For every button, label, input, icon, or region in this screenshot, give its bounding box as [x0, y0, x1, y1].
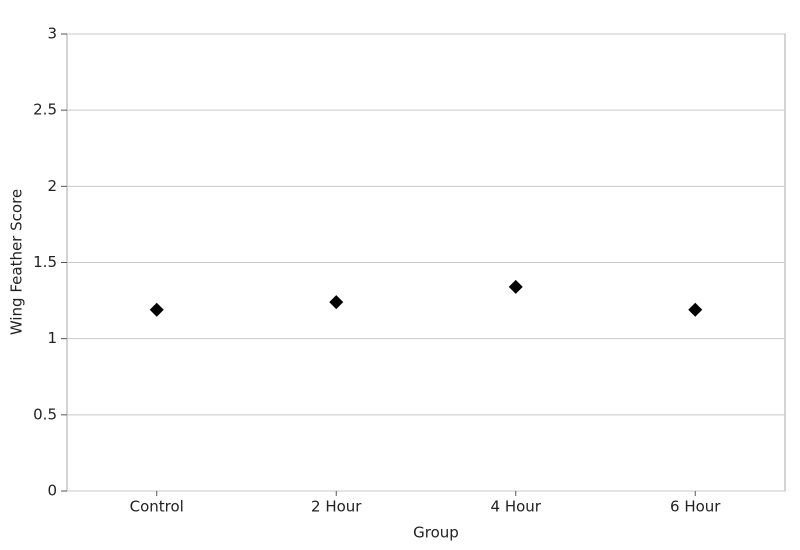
x-tick-label: 6 Hour: [670, 498, 721, 516]
y-tick-label: 1.5: [33, 253, 57, 271]
y-tick-label: 3: [47, 25, 57, 43]
point: [508, 279, 523, 294]
point: [149, 302, 164, 317]
point: [329, 295, 344, 310]
point: [688, 302, 703, 317]
y-axis-label: Wing Feather Score: [8, 189, 26, 335]
y-tick-label: 0.5: [33, 405, 57, 423]
x-tick-label: Control: [130, 498, 184, 516]
y-tick-label: 2: [47, 177, 57, 195]
x-tick-label: 2 Hour: [311, 498, 362, 516]
x-axis-label: Group: [413, 524, 459, 542]
x-tick-label: 4 Hour: [491, 498, 542, 516]
y-tick-label: 2.5: [33, 101, 57, 119]
y-tick-label: 1: [47, 329, 57, 347]
y-tick-label: 0: [47, 482, 57, 500]
